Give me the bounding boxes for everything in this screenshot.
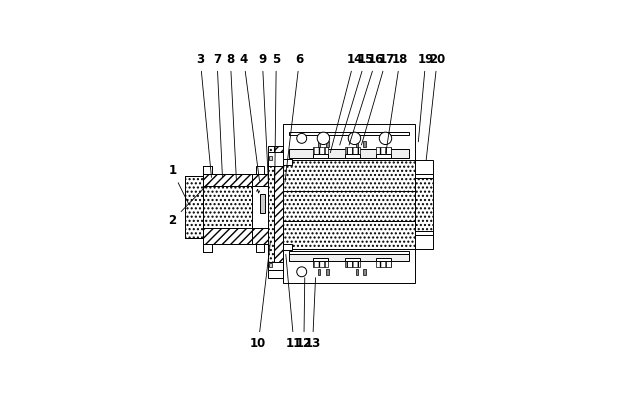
Bar — [274, 146, 283, 262]
Bar — [260, 194, 266, 213]
Text: 11: 11 — [286, 254, 302, 350]
Text: 13: 13 — [304, 278, 321, 350]
Bar — [267, 152, 283, 166]
Bar — [415, 235, 433, 249]
Circle shape — [379, 132, 392, 145]
Bar — [289, 149, 409, 158]
Text: 12: 12 — [295, 278, 312, 350]
Text: 1: 1 — [168, 164, 188, 204]
Bar — [345, 154, 360, 158]
Text: 3: 3 — [196, 53, 211, 177]
Text: 7: 7 — [213, 53, 223, 177]
Text: 8: 8 — [226, 53, 236, 181]
Text: 14: 14 — [330, 53, 363, 153]
Bar — [313, 154, 328, 158]
Bar — [326, 141, 328, 147]
Bar — [376, 154, 391, 158]
Bar — [256, 166, 264, 174]
Bar — [252, 174, 267, 187]
Bar — [415, 174, 433, 178]
Bar — [289, 131, 409, 135]
Bar — [345, 261, 360, 267]
Text: 10: 10 — [250, 242, 271, 350]
Text: 17: 17 — [361, 53, 394, 145]
Bar — [283, 245, 292, 250]
Text: 9: 9 — [258, 53, 268, 182]
Text: 15: 15 — [340, 53, 374, 145]
Bar — [203, 187, 261, 229]
Bar — [318, 141, 320, 147]
Bar — [415, 160, 433, 174]
Bar — [252, 187, 267, 229]
Bar — [185, 176, 203, 238]
Bar — [313, 261, 328, 267]
Bar — [283, 159, 292, 165]
Bar — [283, 160, 415, 249]
Bar — [203, 229, 261, 244]
Bar — [313, 147, 328, 154]
Bar — [267, 270, 283, 278]
Text: 18: 18 — [386, 53, 408, 153]
Text: 19: 19 — [417, 53, 434, 142]
Bar — [363, 269, 366, 275]
Bar — [289, 254, 409, 261]
Bar — [356, 141, 358, 147]
Bar — [269, 264, 272, 267]
Bar — [345, 147, 360, 154]
Bar — [318, 269, 320, 275]
Bar — [283, 249, 415, 283]
Bar — [269, 156, 272, 160]
Bar — [256, 244, 264, 251]
Bar — [289, 251, 409, 254]
Text: 5: 5 — [272, 53, 281, 182]
Bar — [376, 147, 391, 154]
Bar — [415, 231, 433, 235]
Bar — [376, 258, 391, 261]
Bar — [313, 258, 328, 261]
Text: 4: 4 — [239, 53, 259, 181]
Text: 20: 20 — [426, 53, 445, 160]
Bar — [283, 125, 415, 160]
Circle shape — [297, 133, 307, 143]
Circle shape — [348, 132, 361, 145]
Bar — [326, 269, 328, 275]
Bar — [356, 269, 358, 275]
Bar — [203, 174, 261, 187]
Bar — [345, 258, 360, 261]
Bar — [267, 146, 274, 262]
Circle shape — [317, 132, 330, 145]
Bar — [376, 261, 391, 267]
Bar — [415, 174, 433, 235]
Text: 16: 16 — [349, 53, 384, 145]
Bar — [363, 141, 366, 147]
Text: 2: 2 — [168, 182, 210, 227]
Circle shape — [297, 267, 307, 277]
Bar — [252, 229, 267, 244]
Bar — [267, 262, 283, 270]
Text: 6: 6 — [285, 53, 304, 182]
